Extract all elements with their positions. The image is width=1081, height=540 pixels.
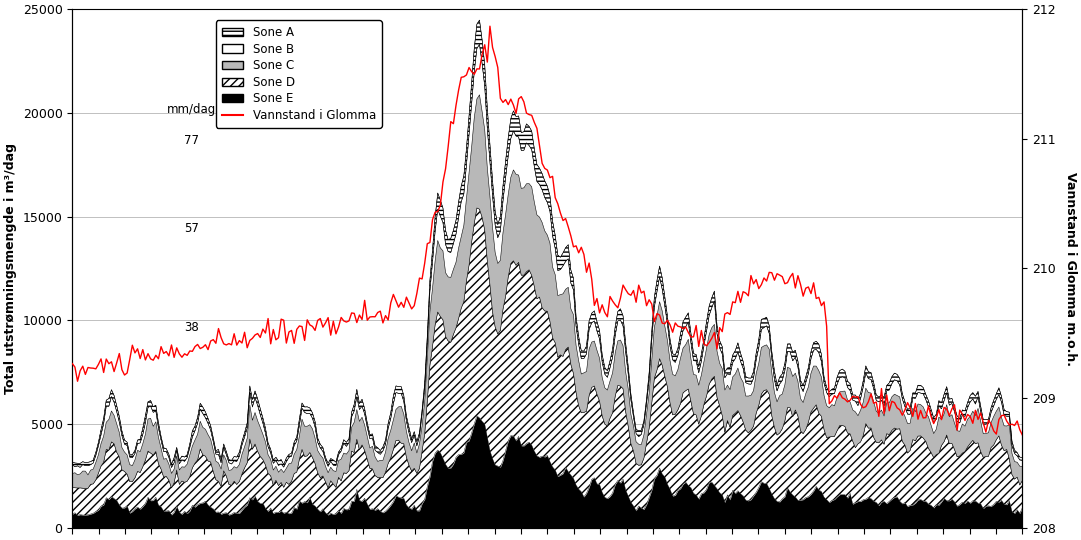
Text: mm/dag: mm/dag: [166, 103, 216, 116]
Text: 38: 38: [184, 321, 199, 334]
Y-axis label: Total utstrømningsmengde i m³/dag: Total utstrømningsmengde i m³/dag: [4, 143, 17, 394]
Text: 77: 77: [184, 134, 199, 147]
Legend: Sone A, Sone B, Sone C, Sone D, Sone E, Vannstand i Glomma: Sone A, Sone B, Sone C, Sone D, Sone E, …: [216, 21, 382, 128]
Y-axis label: Vannstand i Glomma m.o.h.: Vannstand i Glomma m.o.h.: [1064, 172, 1077, 366]
Text: 57: 57: [184, 222, 199, 235]
